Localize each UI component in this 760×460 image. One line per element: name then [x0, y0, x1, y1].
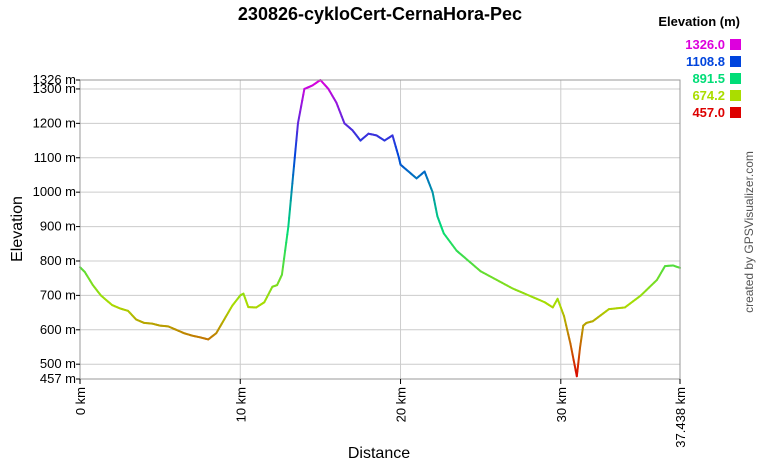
x-tick-label: 30 km	[554, 387, 569, 422]
plot-frame	[79, 79, 681, 380]
y-tick-label: 600 m	[40, 322, 76, 337]
y-tick-label: 1100 m	[34, 150, 76, 165]
elevation-segment	[293, 148, 297, 159]
y-tick-label: 1300 m	[33, 81, 76, 96]
y-tick-label: 1000 m	[33, 184, 76, 199]
elevation-segment	[287, 216, 291, 228]
elevation-segment	[294, 139, 298, 151]
y-tick-label: 457 m	[40, 371, 76, 386]
y-tick-label: 500 m	[40, 356, 76, 371]
x-axis-label: Distance	[348, 445, 410, 460]
legend-label: 1108.8	[686, 54, 725, 69]
elevation-segment	[290, 182, 294, 194]
y-tick-label: 900 m	[40, 219, 76, 234]
legend-swatch	[730, 107, 741, 118]
elevation-segment	[288, 199, 292, 211]
legend-swatch	[730, 73, 741, 84]
legend-label: 674.2	[692, 88, 725, 103]
x-tick-label: 37.438 km	[673, 387, 688, 448]
y-tick-label: 1326 m	[33, 72, 76, 87]
elevation-segment	[280, 265, 285, 276]
x-axis-ticks: 0 km 10 km 20 km 30 km 37.438 km	[73, 379, 688, 448]
elevation-segment	[283, 249, 287, 260]
elevation-segment	[288, 208, 291, 219]
chart-title: 230826-cykloCert-CernaHora-Pec	[237, 4, 523, 24]
credit-text: created by GPSVisualizer.com	[742, 151, 756, 313]
legend-label: 891.5	[692, 71, 725, 86]
elevation-segment	[292, 165, 295, 176]
x-tick-label: 20 km	[394, 387, 409, 422]
grid	[79, 79, 681, 380]
legend-label: 457.0	[692, 105, 725, 120]
elevation-line	[79, 79, 681, 378]
elevation-segment	[286, 225, 290, 236]
legend-swatch	[730, 90, 741, 101]
legend-title: Elevation (m)	[658, 14, 740, 29]
y-tick-label: 1200 m	[33, 115, 76, 130]
x-tick-label: 0 km	[73, 387, 88, 415]
elevation-segment	[285, 233, 289, 244]
legend: 1326.0 1108.8 891.5 674.2 457.0	[685, 37, 741, 120]
y-axis-label: Elevation	[9, 196, 26, 262]
elevation-segment	[292, 156, 296, 168]
elevation-segment	[291, 173, 295, 185]
elevation-segment	[289, 191, 293, 202]
elevation-segment	[296, 122, 299, 133]
legend-swatch	[730, 39, 741, 50]
legend-swatch	[730, 56, 741, 67]
legend-label: 1326.0	[685, 37, 725, 52]
elevation-segment	[284, 241, 288, 252]
y-tick-label: 700 m	[40, 287, 76, 302]
x-tick-label: 10 km	[233, 387, 248, 422]
plot-border	[79, 79, 681, 380]
y-tick-label: 800 m	[40, 253, 76, 268]
elevation-segment	[295, 130, 299, 142]
elevation-segment	[282, 257, 286, 268]
